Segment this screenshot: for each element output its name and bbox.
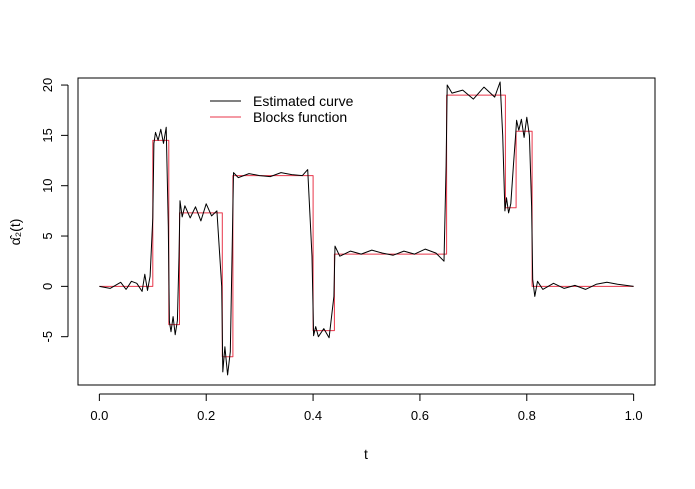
y-tick-label: 5 — [40, 232, 55, 239]
x-axis: 0.0 0.2 0.4 0.6 0.8 1.0 — [90, 393, 643, 423]
y-tick-label: 10 — [40, 178, 55, 192]
y-axis-label: α̂₂(t) — [7, 219, 23, 246]
y-tick-label: -5 — [40, 331, 55, 343]
y-tick-label: 20 — [40, 78, 55, 92]
x-tick-label: 0.2 — [197, 408, 215, 423]
x-tick-label: 0.8 — [518, 408, 536, 423]
legend-label-blocks-function: Blocks function — [253, 109, 347, 125]
x-tick-label: 0.6 — [411, 408, 429, 423]
x-tick-label: 1.0 — [625, 408, 643, 423]
y-tick-label: 0 — [40, 283, 55, 290]
series-layer — [99, 81, 634, 376]
x-tick-label: 0.4 — [304, 408, 322, 423]
legend-label-estimated-curve: Estimated curve — [253, 93, 354, 109]
y-axis: -5 0 5 10 15 20 — [40, 78, 69, 343]
x-axis-label: t — [364, 446, 368, 462]
y-tick-label: 15 — [40, 128, 55, 142]
plot-frame — [77, 77, 656, 386]
series-line-estimated-curve — [99, 81, 634, 376]
x-tick-label: 0.0 — [90, 408, 108, 423]
